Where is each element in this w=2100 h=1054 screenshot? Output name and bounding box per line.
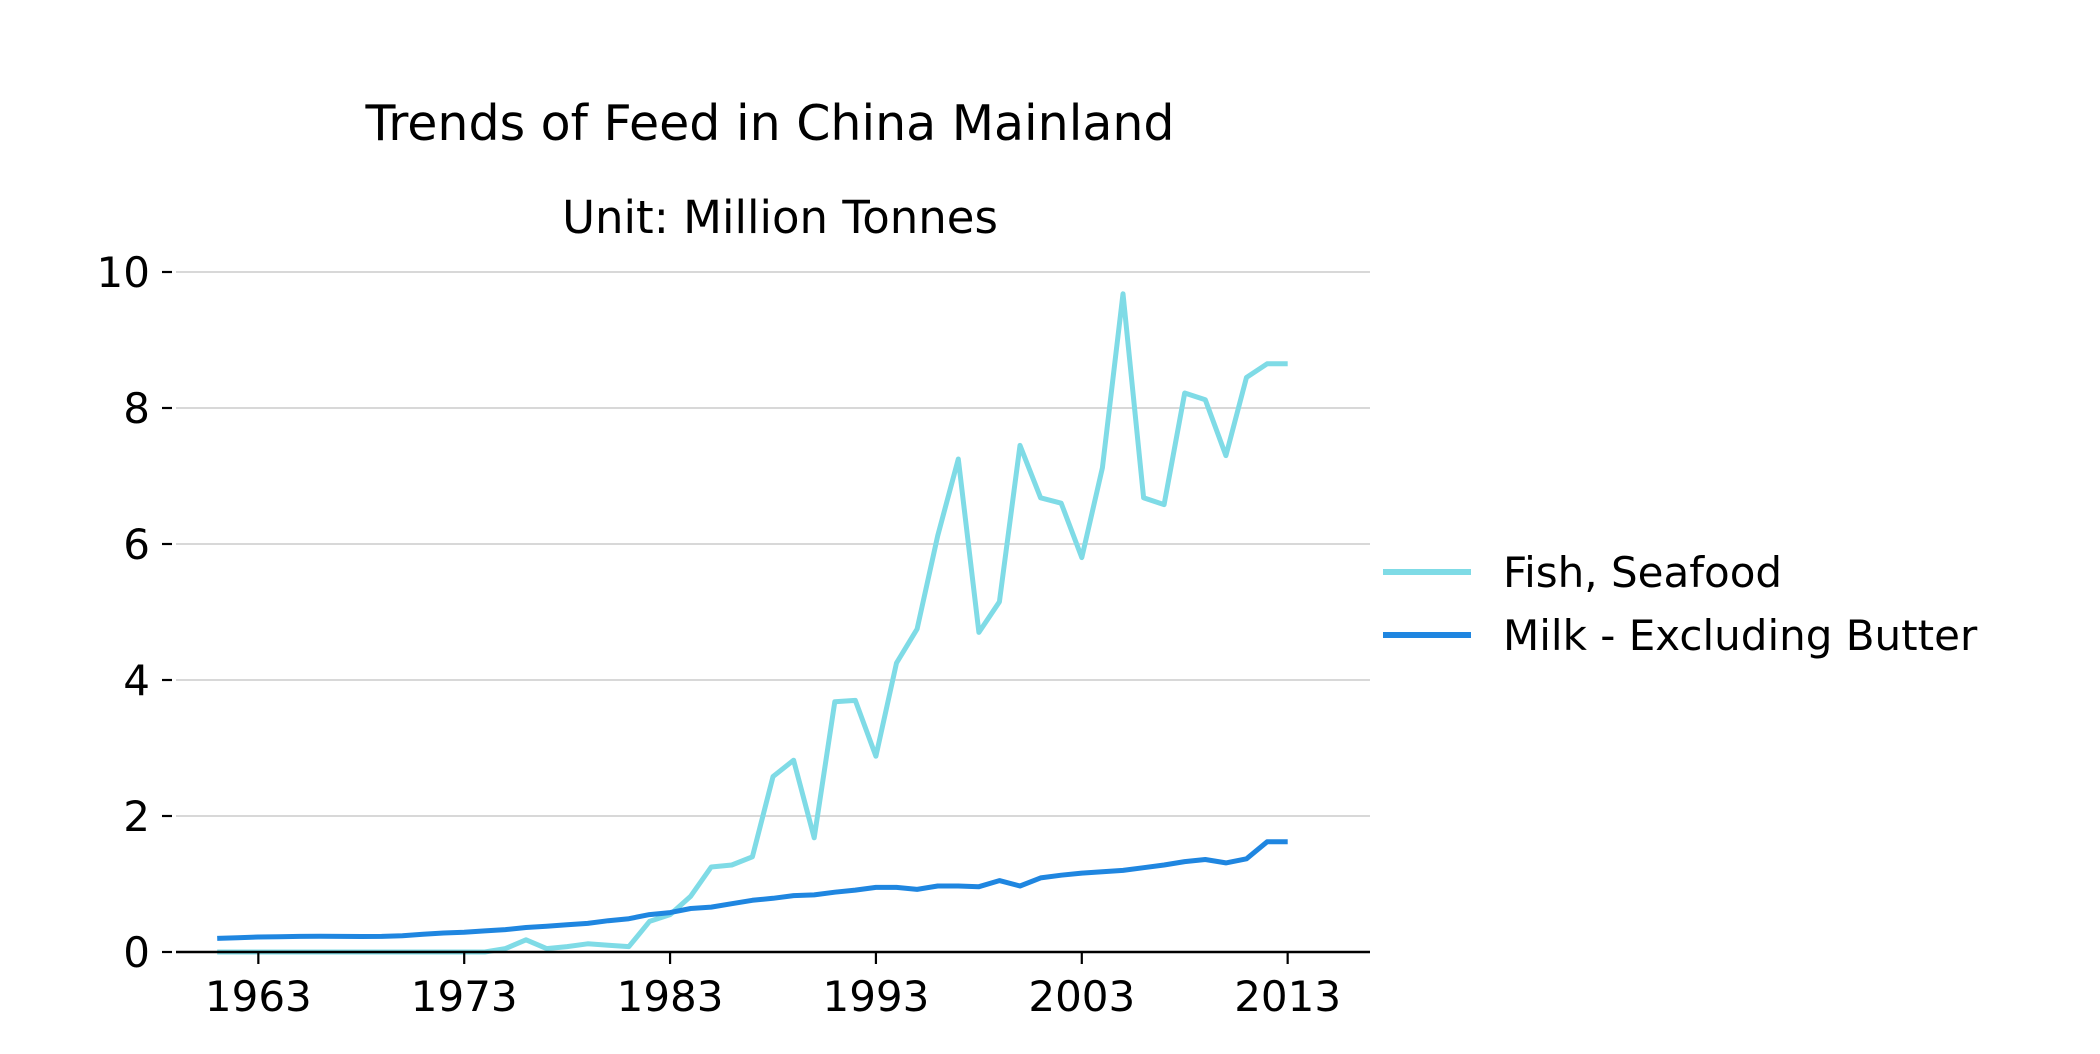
x-tick-label-2013: 2013 bbox=[1234, 972, 1341, 1021]
x-tick-label-1963: 1963 bbox=[205, 972, 312, 1021]
legend: Fish, Seafood Milk - Excluding Butter bbox=[1383, 548, 1978, 660]
x-tick-label-1993: 1993 bbox=[822, 972, 929, 1021]
series-line-milk-excluding-butter bbox=[217, 839, 1288, 941]
y-tick-label-0: 0 bbox=[123, 928, 150, 977]
y-tick-label-6: 6 bbox=[123, 520, 150, 569]
y-tick-label-2: 2 bbox=[123, 792, 150, 841]
legend-label-fish-seafood: Fish, Seafood bbox=[1503, 548, 1782, 597]
y-tick-label-10: 10 bbox=[97, 248, 150, 297]
grid-lines bbox=[176, 271, 1370, 817]
series-line-fish-seafood bbox=[217, 291, 1288, 955]
chart-subtitle: Unit: Million Tonnes bbox=[562, 191, 998, 244]
y-tick-label-4: 4 bbox=[123, 656, 150, 705]
legend-label-milk-excluding-butter: Milk - Excluding Butter bbox=[1503, 611, 1978, 660]
series-lines bbox=[217, 291, 1288, 955]
x-tick-label-2003: 2003 bbox=[1028, 972, 1135, 1021]
y-tick-label-8: 8 bbox=[123, 384, 150, 433]
axes: 0 2 4 6 8 10 1963 1973 1983 1993 2003 2013 bbox=[97, 248, 1370, 1021]
x-tick-label-1983: 1983 bbox=[617, 972, 724, 1021]
chart-title: Trends of Feed in China Mainland bbox=[364, 95, 1174, 152]
x-tick-label-1973: 1973 bbox=[411, 972, 518, 1021]
